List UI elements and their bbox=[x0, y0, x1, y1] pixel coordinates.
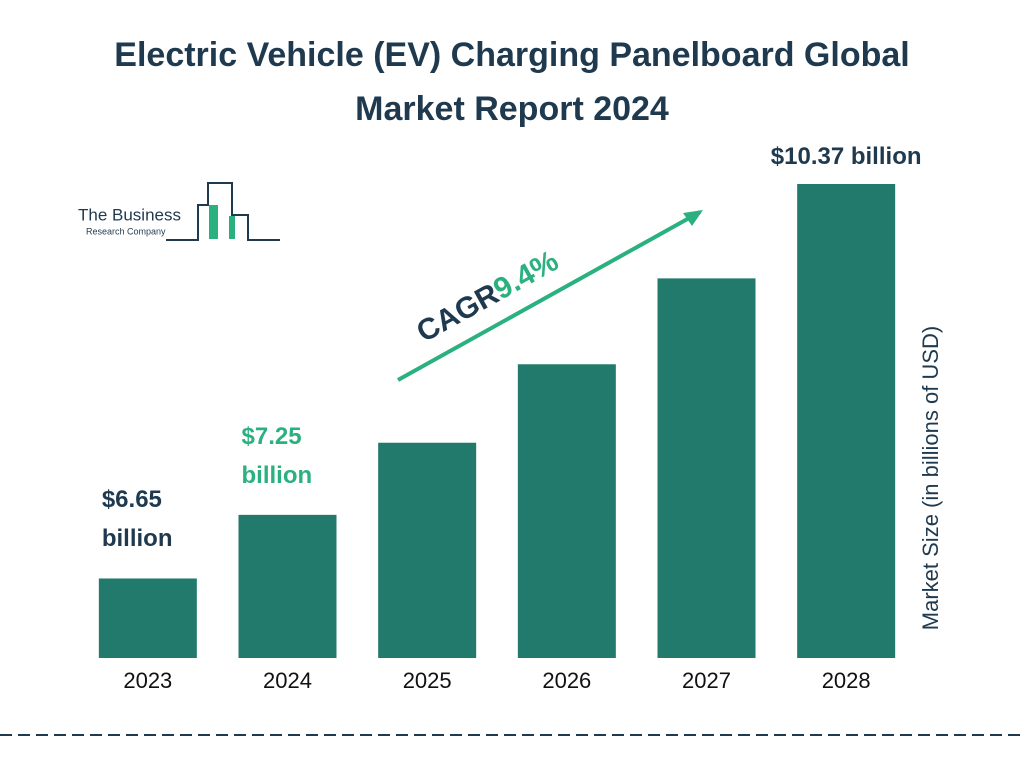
cagr-label: CAGR bbox=[411, 277, 505, 349]
bar bbox=[657, 278, 756, 658]
logo-subtext: Research Company bbox=[86, 226, 166, 236]
bar bbox=[378, 442, 477, 658]
cagr-value: 9.4% bbox=[488, 244, 564, 306]
value-label: $10.37 billion bbox=[770, 143, 922, 170]
bar bbox=[98, 578, 197, 658]
cagr-arrow bbox=[397, 210, 701, 382]
bar bbox=[797, 184, 896, 658]
cagr-arrowhead bbox=[683, 210, 703, 226]
value-label: $6.65 billion bbox=[101, 486, 173, 553]
value-label: $7.25 billion bbox=[241, 422, 313, 489]
x-tick-label: 2026 bbox=[542, 668, 591, 693]
logo bbox=[166, 182, 280, 241]
bar bbox=[517, 364, 616, 658]
y-axis-label: Market Size (in billions of USD) bbox=[918, 326, 943, 630]
x-tick-label: 2024 bbox=[263, 668, 312, 693]
x-tick-label: 2023 bbox=[123, 668, 172, 693]
x-tick-label: 2025 bbox=[403, 668, 452, 693]
logo-text: The Business bbox=[78, 205, 181, 224]
bar bbox=[238, 514, 337, 658]
chart-title: Electric Vehicle (EV) Charging Panelboar… bbox=[114, 36, 910, 128]
x-tick-label: 2027 bbox=[682, 668, 731, 693]
x-tick-label: 2028 bbox=[822, 668, 871, 693]
cagr: CAGR 9.4% bbox=[411, 244, 564, 349]
